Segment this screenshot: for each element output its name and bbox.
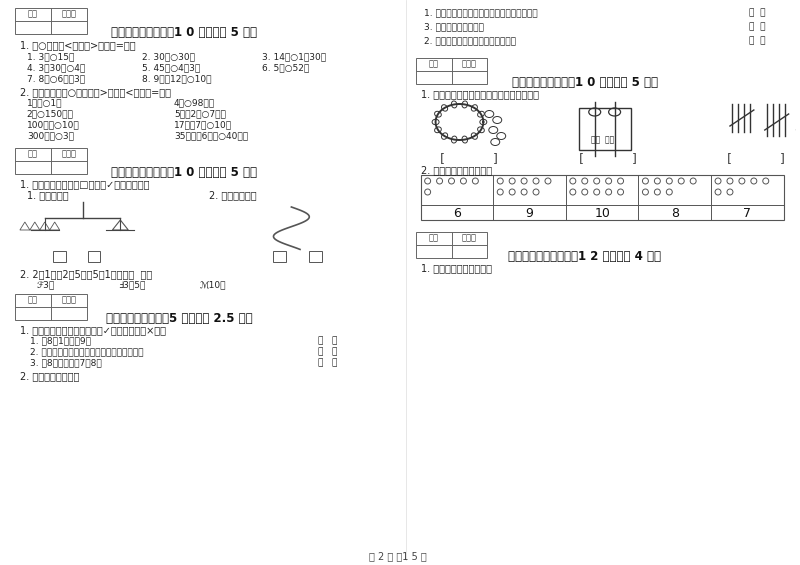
Text: 7: 7	[743, 207, 751, 220]
Text: 35厘米＋6厘米○40厘米: 35厘米＋6厘米○40厘米	[174, 131, 248, 140]
Text: ℳ10元: ℳ10元	[200, 280, 226, 289]
Bar	[15, 294, 86, 320]
Text: 得分: 得分	[28, 10, 38, 19]
Bar	[310, 251, 322, 262]
Text: 评卷人: 评卷人	[462, 233, 477, 242]
Text: 1. 两个一样大的正方形可以拼成一个长方形。: 1. 两个一样大的正方形可以拼成一个长方形。	[424, 8, 538, 17]
Text: 6: 6	[453, 207, 461, 220]
Text: 得分: 得分	[28, 150, 38, 159]
Bar	[421, 175, 784, 220]
Text: 1厘米○1米: 1厘米○1米	[27, 98, 62, 107]
Text: [            ]: [ ]	[578, 152, 637, 165]
Text: Ⅎ3元5角: Ⅎ3元5角	[118, 280, 146, 289]
Text: 第 2 页 关1 5 页: 第 2 页 关1 5 页	[369, 551, 426, 561]
Text: 300厘米○3米: 300厘米○3米	[27, 131, 74, 140]
Text: 100厘米○10米: 100厘米○10米	[27, 120, 80, 129]
Text: 六、数一数（本题共1 0 分，每题 5 分）: 六、数一数（本题共1 0 分，每题 5 分）	[512, 76, 658, 89]
Text: 2. 2彨1元，2彨5角，5彨1角组成（  ）。: 2. 2彨1元，2彨5角，5彨1角组成（ ）。	[20, 269, 152, 279]
Text: 2. 我会比较（在○里填上「>」，「<」或「=」）: 2. 我会比较（在○里填上「>」，「<」或「=」）	[20, 87, 171, 97]
Text: 1. 在正确答案下面的□里画「✓」，选一选。: 1. 在正确答案下面的□里画「✓」，选一选。	[20, 179, 150, 189]
Bar	[53, 251, 66, 262]
Text: 4米○98厘米: 4米○98厘米	[174, 98, 215, 107]
Text: 6. 5角○52分: 6. 5角○52分	[262, 63, 309, 72]
Text: 十位  个位: 十位 个位	[590, 135, 614, 144]
Text: 8. 9元＋12角○10元: 8. 9元＋12角○10元	[142, 74, 212, 83]
Text: 1. 比8大1的数是9。: 1. 比8大1的数是9。	[30, 336, 91, 345]
Text: 评卷人: 评卷人	[61, 295, 76, 305]
Bar	[15, 8, 86, 34]
Text: 10: 10	[594, 207, 610, 220]
Text: （   ）: （ ）	[318, 336, 338, 345]
Text: [            ]: [ ]	[439, 152, 498, 165]
Text: 2. 30角○30分: 2. 30角○30分	[142, 52, 195, 61]
Text: 2. 哪排长一些？: 2. 哪排长一些？	[209, 190, 257, 200]
Text: 5米＋2米○7厘米: 5米＋2米○7厘米	[174, 109, 226, 118]
Text: （  ）: （ ）	[749, 22, 766, 31]
Text: 2. 从右边起，第一位是十位，第二位是个位。: 2. 从右边起，第一位是十位，第二位是个位。	[30, 347, 143, 356]
Text: 1. 下面的说法对吗？对的打「✓」，错的打「×」。: 1. 下面的说法对吗？对的打「✓」，错的打「×」。	[20, 325, 166, 335]
Bar	[416, 232, 487, 258]
Text: 2米○150厘米: 2米○150厘米	[27, 109, 74, 118]
Text: 评卷人: 评卷人	[61, 150, 76, 159]
Text: （  ）: （ ）	[749, 8, 766, 17]
Text: 七、看图说话（本题共1 2 分，每题 4 分）: 七、看图说话（本题共1 2 分，每题 4 分）	[508, 250, 662, 263]
Text: 9: 9	[526, 207, 534, 220]
Text: 2. 我会判断对与错。: 2. 我会判断对与错。	[20, 371, 79, 381]
Text: 3. 14角○1兤30角: 3. 14角○1兤30角	[262, 52, 326, 61]
Text: ℱ3元: ℱ3元	[37, 280, 55, 289]
Bar	[416, 58, 487, 84]
Text: 1. 谁重一些？: 1. 谁重一些？	[27, 190, 69, 200]
Text: 得分: 得分	[429, 233, 438, 242]
Text: 1. 在○里填「<」，「>」或「=」。: 1. 在○里填「<」，「>」或「=」。	[20, 40, 135, 50]
Text: 3. 与8相邻的数是7和8。: 3. 与8相邻的数是7和8。	[30, 358, 102, 367]
Text: 2. 两个三角形可以拼成一个四边形。: 2. 两个三角形可以拼成一个四边形。	[424, 36, 516, 45]
Text: [            ]: [ ]	[727, 152, 785, 165]
Text: 3. 长方形就是正方形。: 3. 长方形就是正方形。	[424, 22, 483, 31]
Text: （  ）: （ ）	[749, 36, 766, 45]
Text: 五、对与错（本题共5 分，每题 2.5 分）: 五、对与错（本题共5 分，每题 2.5 分）	[106, 312, 252, 325]
Text: 1. 3角○15分: 1. 3角○15分	[27, 52, 74, 61]
Text: 4. 3兤30角○4元: 4. 3兤30角○4元	[27, 63, 85, 72]
Text: 得分: 得分	[429, 59, 438, 68]
Text: 1. 我来选一选，填一填。: 1. 我来选一选，填一填。	[421, 263, 492, 273]
Text: 5. 45角○4元3角: 5. 45角○4元3角	[142, 63, 201, 72]
Bar	[274, 251, 286, 262]
Text: （   ）: （ ）	[318, 358, 338, 367]
Text: 2. 数的认识，看数涂色。: 2. 数的认识，看数涂色。	[421, 165, 492, 175]
Bar	[15, 148, 86, 174]
Text: （   ）: （ ）	[318, 347, 338, 356]
Text: 三、我会比（本题共1 0 分，每题 5 分）: 三、我会比（本题共1 0 分，每题 5 分）	[111, 26, 257, 39]
Text: 1. 你能看图写数吗？越快越好，但别写错。: 1. 你能看图写数吗？越快越好，但别写错。	[421, 89, 538, 99]
Text: 评卷人: 评卷人	[462, 59, 477, 68]
Text: 四、选一选（本题共1 0 分，每题 5 分）: 四、选一选（本题共1 0 分，每题 5 分）	[111, 166, 257, 179]
Text: 8: 8	[670, 207, 678, 220]
Bar	[578, 108, 630, 150]
Bar	[87, 251, 101, 262]
Text: 17米－7米○10米: 17米－7米○10米	[174, 120, 232, 129]
Text: 得分: 得分	[28, 295, 38, 305]
Text: 评卷人: 评卷人	[61, 10, 76, 19]
Text: 7. 8元○6元＋3元: 7. 8元○6元＋3元	[27, 74, 85, 83]
